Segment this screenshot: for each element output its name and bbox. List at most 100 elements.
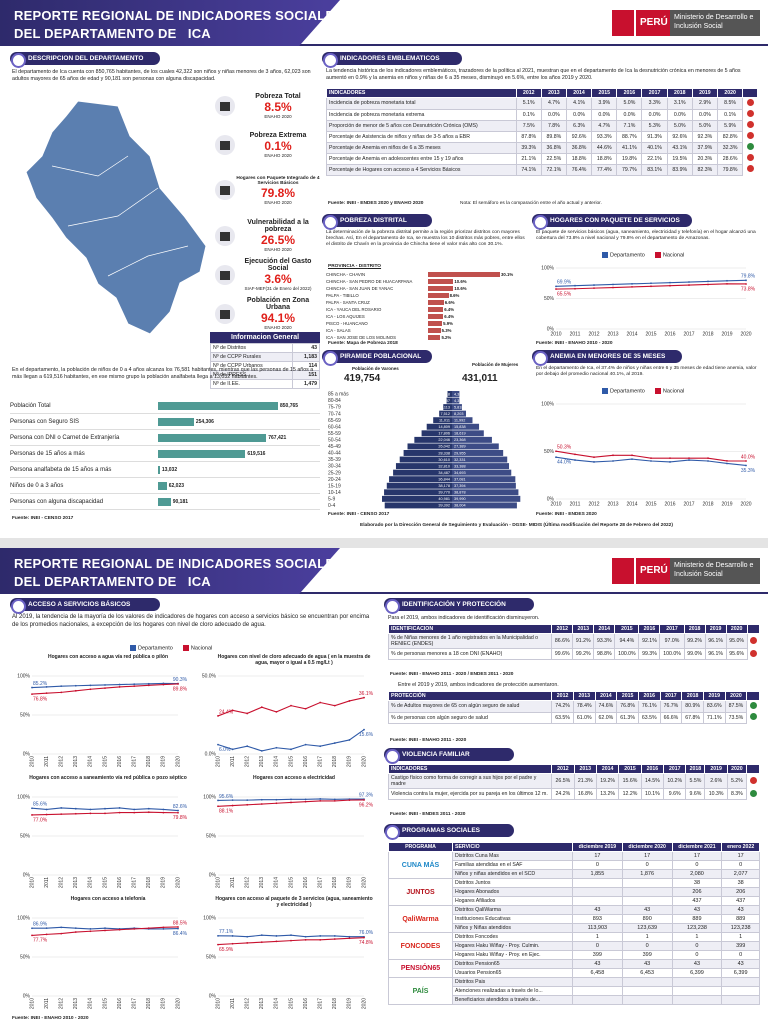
legend-label: Nacional [662,388,685,395]
indicator-text: Hogares con Paquete Integrado de 4 Servi… [236,176,320,205]
point [60,813,63,816]
point [593,456,595,459]
point [147,682,150,685]
column-header: PROGRAMA [388,842,453,852]
point [574,459,576,461]
data-table: INDICADORES 2012 2013 2014 2015 2016 2017 2018 2… [326,88,758,176]
x-tick-label: 2013 [259,756,265,767]
service: Distritos Juntos [452,878,573,888]
x-tick-label: 2014 [274,877,280,888]
y-tick-label: 50% [544,296,555,302]
indicator-icon [215,134,235,155]
female-bar [452,456,508,463]
male-label: 7,512 [440,412,450,416]
value-label: 77.1% [219,929,234,935]
point [304,798,307,801]
source: Fuente: INEI - ENAHO 2011 - 2020 [390,738,467,743]
y-tick-label: 0% [209,993,217,999]
x-tick-label: 2015 [288,756,294,767]
cell: 43 [621,959,673,969]
cell: 24.2% [551,788,575,800]
cell: 40.1% [641,141,668,154]
point [45,927,48,930]
value-label: 79.8% [741,274,756,280]
cell: 0 [721,860,760,870]
indicator: Hogares con Paquete Integrado de 4 Servi… [214,164,320,216]
cell: 13.2% [595,788,620,800]
table-row: Porcentaje de Hogares con acceso a 4 Ser… [326,163,758,176]
cell: 43.1% [666,141,693,154]
male-bar [384,489,452,496]
value-label: 76.0% [359,930,374,936]
x-tick-label: 2020 [361,998,367,1009]
point [118,686,121,688]
table-row: Incidencia de pobreza monetaria extrema 0… [326,108,758,121]
cell: 399 [721,941,760,951]
cell [621,878,673,888]
point [555,288,557,290]
point [217,715,219,717]
x-tick-label: 2018 [332,877,338,888]
point [275,798,278,801]
section-title: IDENTIFICACIÓN Y PROTECCIÓN [384,598,534,614]
cell: 93.3% [591,130,618,143]
x-tick-label: 2010 [215,756,221,767]
info-label: Nº de CCPP Rurales [209,352,294,362]
cell: 93.3% [593,633,616,649]
cell: 893 [572,914,623,924]
cell: 7.1% [616,119,643,132]
row-label: Incidencia de pobreza monetaria extrema [326,108,517,121]
legend-label: Nacional [662,252,685,259]
cell: 0.0% [565,108,593,121]
point [688,459,690,461]
point [290,798,292,801]
age-label: 50-54 [328,437,341,443]
legend-label: Nacional [190,645,213,652]
value-label: 74.8% [359,940,374,946]
y-tick-label: 0.0% [205,751,217,757]
male-label: 30,610 [438,458,450,462]
column-header: 2018 [685,764,706,774]
point [290,939,292,942]
point [333,798,336,801]
y-tick-label: 50% [20,712,31,718]
x-tick-label: 2018 [146,877,152,888]
country-logo: PERÚ [636,10,672,36]
cell: 92.6% [565,130,593,143]
point [745,460,747,462]
cell: 38 [671,878,723,888]
value-label: 44.0% [557,460,572,466]
point [319,745,322,748]
point [45,808,48,811]
cell: 5.0% [616,97,643,110]
male-title: Población de Varones [352,366,399,371]
x-tick-label: 2015 [102,998,108,1009]
legend-item: Nacional [182,645,213,652]
column-header: 2017 [659,624,685,634]
point [31,693,33,695]
column-header: 2014 [594,691,618,701]
programs-table: PROGRAMA SERVICIO diciembre 2019 diciembre … [388,842,760,1005]
point [177,927,179,930]
x-tick-label: 2012 [245,998,251,1009]
x-tick-label: 2019 [161,756,167,767]
x-tick-label: 2016 [303,998,309,1009]
cell: 38 [721,878,760,888]
point [707,457,709,460]
point [363,936,365,939]
x-tick-label: 2010 [29,877,35,888]
header-band [0,0,340,46]
value-label: 15.6% [359,732,374,738]
ministry-logo: Ministerio de Desarrollo e Inclusión Soc… [670,10,760,36]
point [89,812,92,815]
cell: 10.1% [640,788,665,800]
bar-label: CHINCHA - SAN JUAN DE YANAC [326,286,394,291]
cell: 4.7% [591,119,618,132]
cell: 12.2% [618,788,642,800]
point [118,811,121,814]
bar [158,465,160,474]
column-header: 2020 [726,764,747,774]
info-row: Nº de Distritos 43 [209,343,320,353]
point [688,281,690,283]
shield-logo [612,10,634,36]
